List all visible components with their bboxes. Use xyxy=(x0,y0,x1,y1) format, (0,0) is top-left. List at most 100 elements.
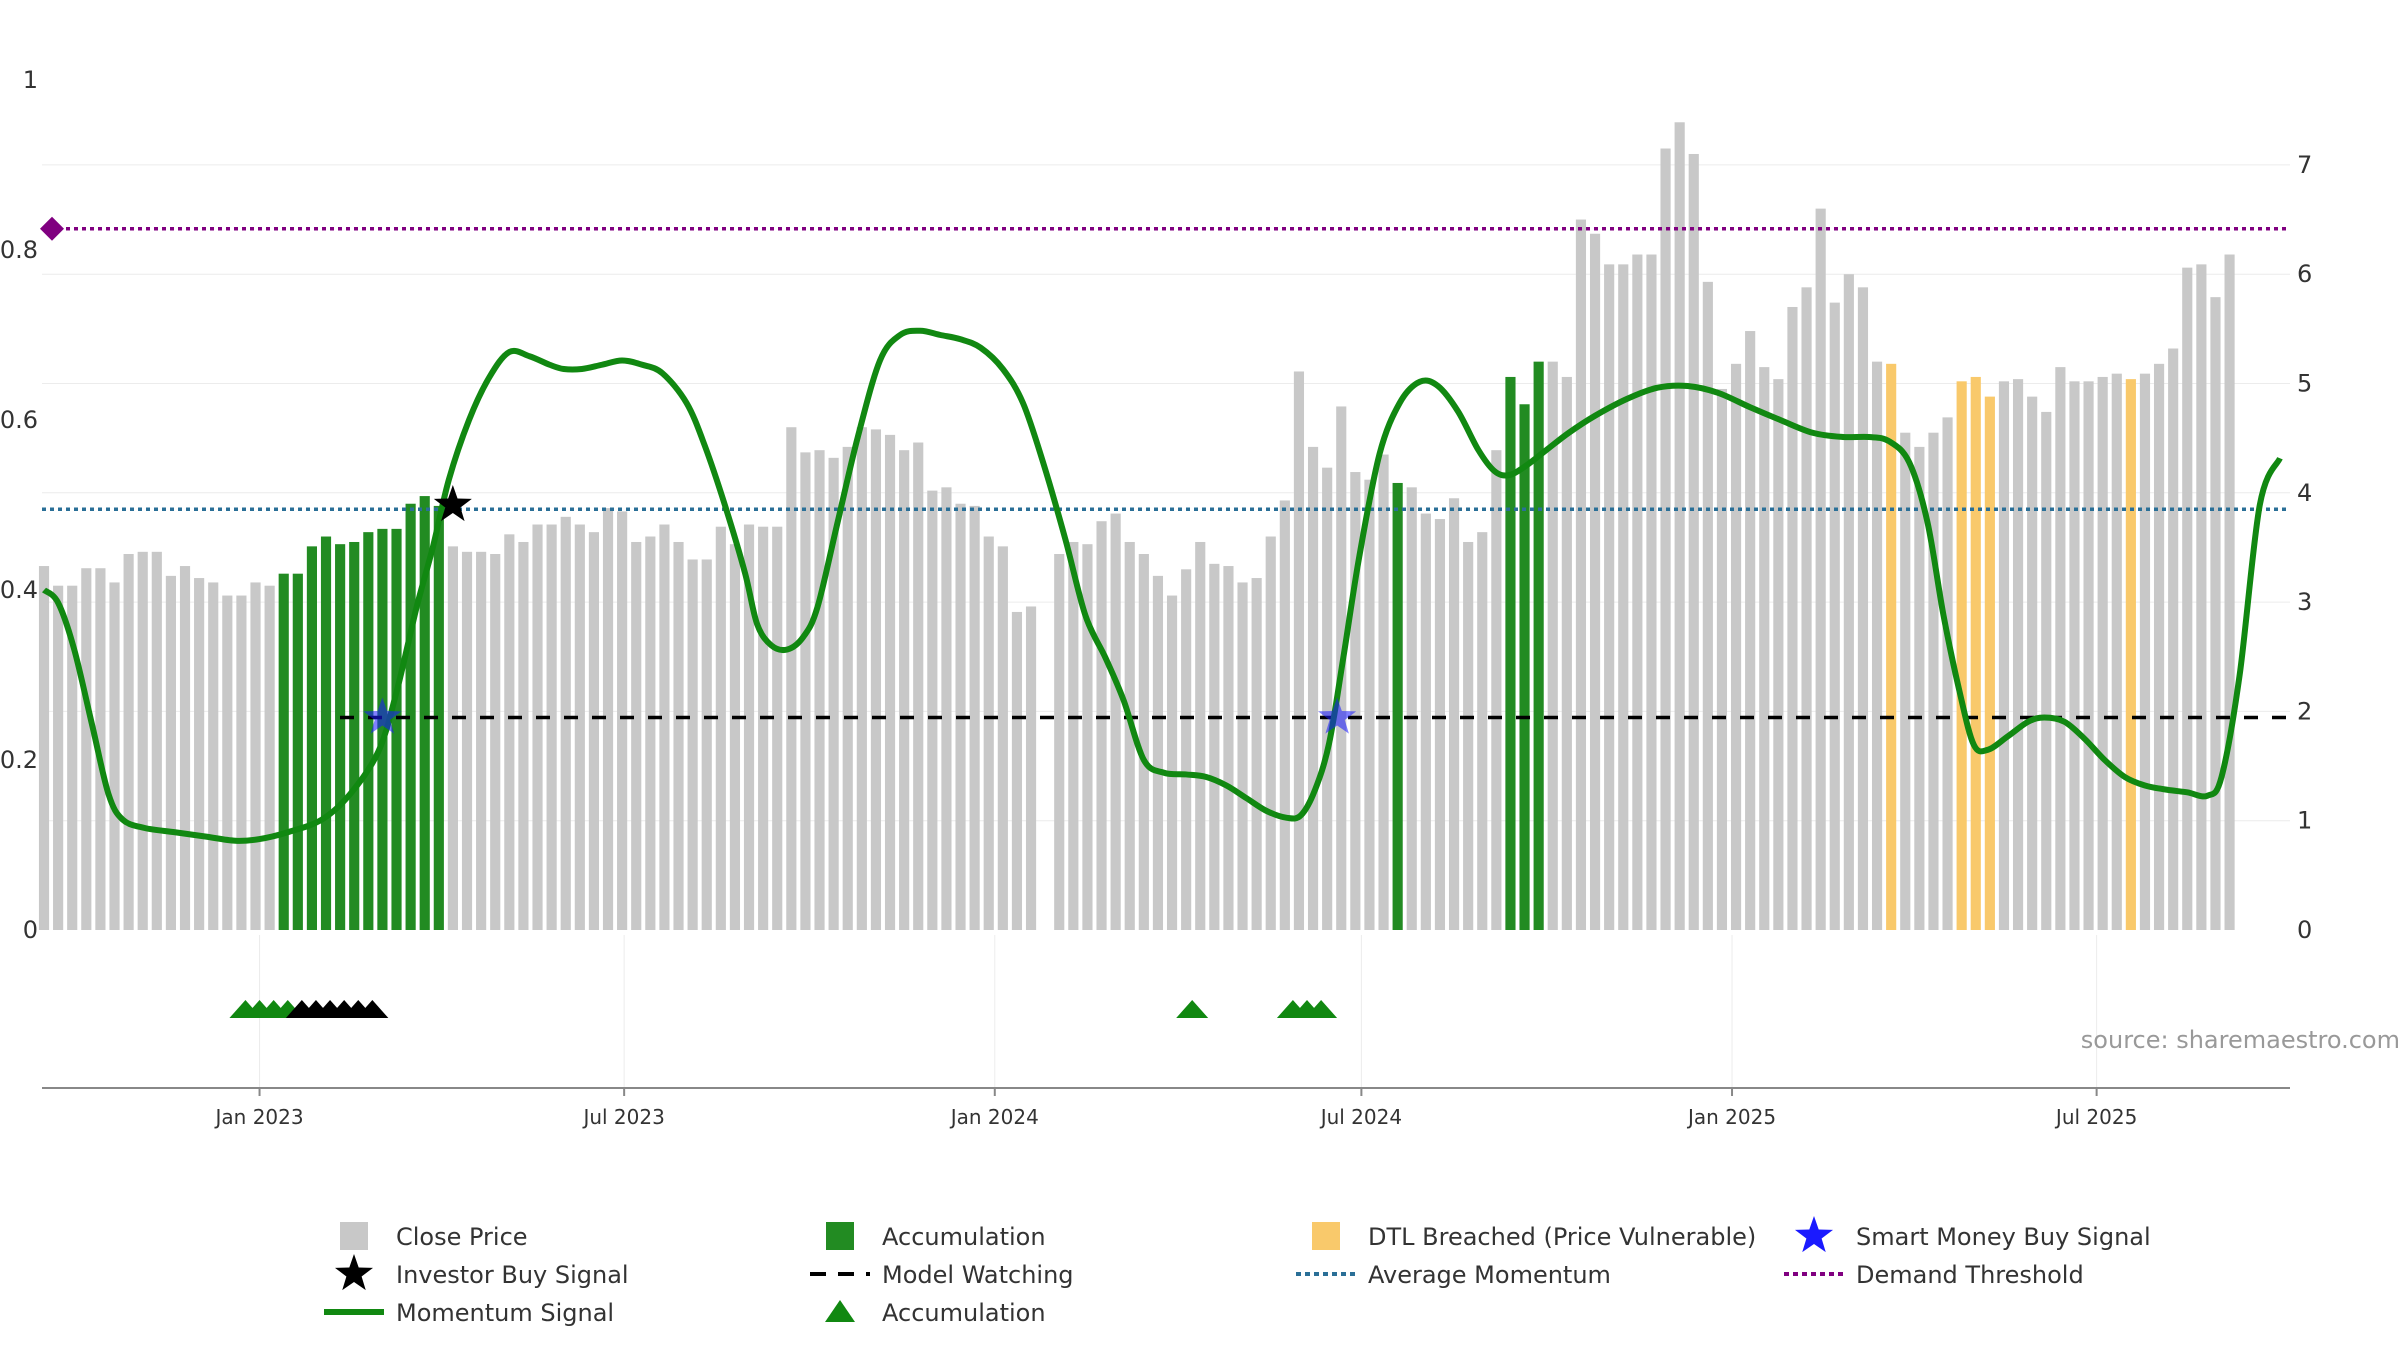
close-price-bar xyxy=(884,434,896,930)
accumulation-bar xyxy=(433,505,444,930)
close-price-bar xyxy=(518,541,529,930)
y-right-tick-label: 3 xyxy=(2297,588,2312,616)
accumulation-bar xyxy=(278,573,289,930)
accumulation-bar xyxy=(1392,482,1403,930)
close-price-bar xyxy=(1660,148,1671,930)
close-price-bar xyxy=(1589,233,1601,930)
smart-money-buy-star xyxy=(1318,697,1357,734)
close-price-bar xyxy=(2055,367,2066,931)
close-price-bar xyxy=(53,585,64,930)
y-right-tick-label: 6 xyxy=(2297,260,2312,288)
dtl-breached-bar xyxy=(1970,376,1981,930)
close-price-bar xyxy=(1857,287,1869,930)
close-price-bar xyxy=(1928,432,1939,930)
legend-label: Demand Threshold xyxy=(1856,1261,2084,1289)
close-price-bar xyxy=(1914,446,1925,930)
legend-label: Accumulation xyxy=(882,1223,1046,1251)
accumulation-bar xyxy=(1533,361,1544,930)
accumulation-bar xyxy=(1505,376,1516,930)
close-price-bar xyxy=(1688,153,1699,931)
accumulation-bar xyxy=(363,532,374,930)
close-price-bar xyxy=(758,526,769,930)
legend-item: Demand Threshold xyxy=(1784,1261,2084,1289)
accumulation-bar xyxy=(377,528,388,930)
accumulation-bar xyxy=(391,528,402,930)
close-price-bar xyxy=(2210,297,2221,930)
legend-label: Model Watching xyxy=(882,1261,1074,1289)
axes: 0 0.2 0.4 0.6 0.8 1 0 1 2 3 4 5 6 7 Jan 2023 Jul 2023 Ja… xyxy=(0,66,2312,1129)
close-price-bar xyxy=(81,568,92,930)
accumulation-bar xyxy=(405,503,416,930)
legend-label: Average Momentum xyxy=(1368,1261,1611,1289)
close-price-bar xyxy=(1279,500,1290,930)
close-price-bar xyxy=(38,566,50,930)
close-price-bar xyxy=(179,566,191,930)
close-price-bar xyxy=(532,524,543,930)
close-price-bar xyxy=(617,511,628,930)
legend-label: Investor Buy Signal xyxy=(396,1261,629,1289)
y-right-tick-label: 0 xyxy=(2297,916,2312,944)
close-price-bar xyxy=(1138,554,1149,930)
close-price-bar xyxy=(645,536,656,930)
close-price-bar xyxy=(1561,376,1572,930)
close-price-bar xyxy=(1195,541,1206,930)
source-label: source: sharemaestro.com xyxy=(2081,1026,2400,1054)
close-price-bar xyxy=(1293,371,1305,930)
close-price-bar xyxy=(1110,513,1121,930)
close-price-bar xyxy=(786,427,797,930)
close-price-bar xyxy=(1674,122,1685,930)
close-price-bar xyxy=(1124,541,1135,930)
close-price-bar xyxy=(151,551,162,930)
dtl-breached-bar xyxy=(2125,379,2136,930)
close-price-bar xyxy=(2196,264,2207,930)
close-price-bar xyxy=(1871,361,1883,930)
legend-label: DTL Breached (Price Vulnerable) xyxy=(1368,1223,1756,1251)
close-price-bar xyxy=(828,457,839,930)
close-price-bar xyxy=(1618,264,1629,930)
close-price-bar xyxy=(1448,498,1460,930)
close-price-bar xyxy=(1829,302,1840,930)
close-price-bar xyxy=(1082,544,1093,930)
buy-signal-markers xyxy=(363,485,1357,734)
close-price-bar xyxy=(1463,541,1474,930)
close-price-bar xyxy=(1716,388,1728,931)
close-price-bar xyxy=(2069,381,2080,931)
close-price-bar xyxy=(913,442,924,930)
chart-legend: Close Price Accumulation DTL Breached (Pri… xyxy=(324,1216,2151,1327)
close-price-bar xyxy=(1434,519,1446,930)
close-price-bar xyxy=(743,524,755,930)
legend-item: Close Price xyxy=(340,1222,528,1251)
close-price-bar xyxy=(560,516,571,930)
close-price-bar xyxy=(673,541,684,930)
close-price-bar xyxy=(2027,396,2038,931)
y-right-tick-label: 4 xyxy=(2297,479,2312,507)
close-price-bar xyxy=(997,546,1008,930)
close-price-bar xyxy=(1011,611,1023,930)
close-price-bar xyxy=(1420,513,1431,930)
close-price-bar xyxy=(870,429,882,930)
legend-label: Accumulation xyxy=(882,1299,1046,1327)
close-price-bar xyxy=(194,578,205,930)
demand-threshold-marker xyxy=(40,216,64,241)
y-left-tick-label: 0.6 xyxy=(0,406,38,434)
close-price-bar xyxy=(1759,367,1770,931)
y-left-tick-label: 0.2 xyxy=(0,746,38,774)
legend-swatch xyxy=(1312,1222,1340,1250)
legend-star-icon xyxy=(334,1254,374,1291)
y-left-tick-label: 0 xyxy=(23,916,38,944)
close-price-bar xyxy=(2139,373,2151,931)
accumulation-bar xyxy=(335,544,346,930)
close-price-bar xyxy=(2153,363,2165,930)
x-tick-label: Jan 2023 xyxy=(214,1105,304,1129)
close-price-bar xyxy=(574,524,585,930)
close-price-bar xyxy=(1547,361,1558,930)
close-price-bar xyxy=(1096,521,1107,930)
x-tick-label: Jul 2024 xyxy=(1319,1105,1402,1129)
close-price-bar xyxy=(208,582,219,930)
close-price-bar xyxy=(1900,432,1911,930)
close-price-bar xyxy=(1702,281,1713,930)
close-price-bar xyxy=(1223,566,1234,930)
close-price-bar xyxy=(222,595,233,930)
accumulation-triangle xyxy=(1305,1000,1338,1018)
close-price-bar xyxy=(715,526,726,930)
